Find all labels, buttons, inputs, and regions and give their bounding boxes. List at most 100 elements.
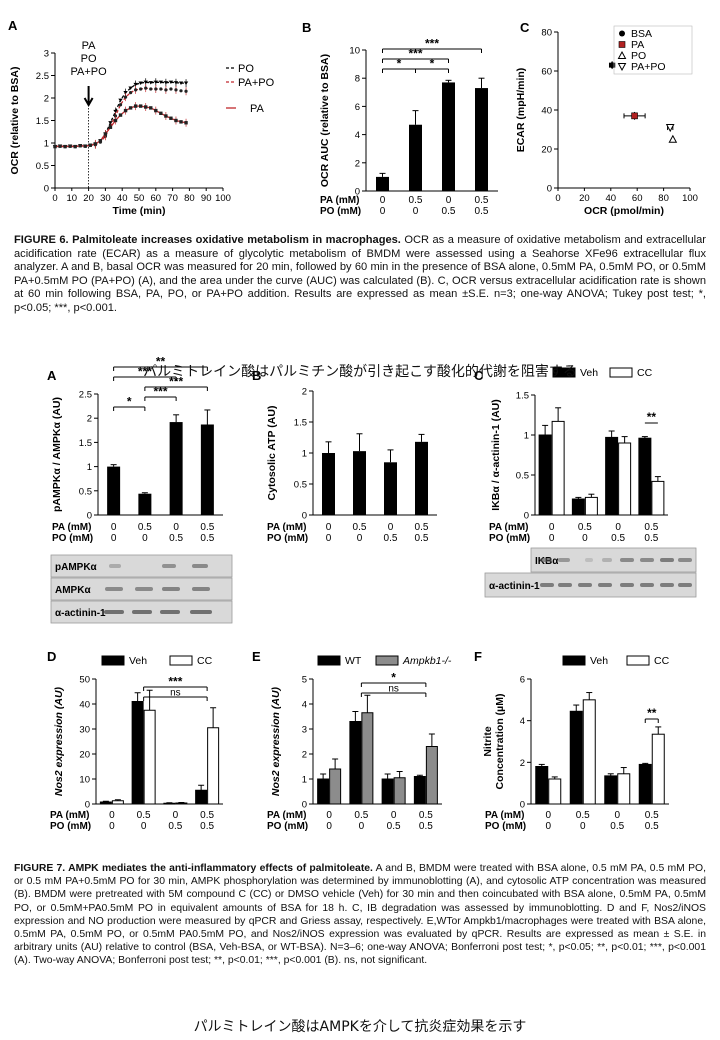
fig6a-data-point [123,91,128,95]
fig6a-data-point [98,139,103,143]
fig7d-legend-label: CC [197,655,213,667]
fig7a-y-tick-label: 0 [87,511,92,522]
fig7a-bar [200,424,214,515]
fig7b-po-value: 0.5 [384,533,398,544]
fig7e-po-value: 0.5 [419,821,433,832]
fig7c-bar [605,436,619,516]
fig7a-bar [107,466,121,515]
fig7f-pa-value: 0.5 [576,810,590,821]
fig7c-actinin-blot-band [598,583,612,587]
fig6a-data-point [159,111,163,115]
fig7a-y-label: pAMPKα / AMPKα (AU) [51,397,63,512]
fig7a-actinin-blot-band [190,610,212,614]
fig6a-data-point [149,106,153,110]
fig7c-bar [571,498,585,516]
fig7b-pa-label: PA (mM) [267,522,306,533]
fig7b-pa-value: 0 [326,522,332,533]
fig6a-data-point [83,144,87,148]
fig6a-x-tick-label: 60 [151,193,162,204]
fig6b-po-value: 0.5 [442,206,456,217]
fig7d-y-tick-label: 0 [85,800,90,811]
fig7d-sig-label: *** [168,675,182,689]
fig6a-data-point [144,105,148,109]
fig7f-y-tick-label: 6 [520,675,525,686]
fig7e-bar [361,712,374,805]
fig7a-sig-label: ** [156,355,166,369]
fig6a-data-point [138,104,143,108]
fig7c-legend-label: CC [637,367,653,379]
fig7e-bar [329,768,342,805]
fig7e-legend-swatch [317,655,341,666]
fig7d-po-label: PO (mM) [50,821,91,832]
fig6a-x-tick-label: 50 [134,193,145,204]
fig6b-sig-label: *** [425,37,439,51]
fig6a-data-point [149,87,153,91]
fig7e-y-tick-label: 2 [302,750,307,761]
fig7f-y-label: Nitrite [482,726,494,756]
fig6a-data-point [153,80,158,85]
fig7e-y-tick-label: 5 [302,675,307,686]
fig7a-y-tick-label: 2 [87,414,92,425]
fig6a-data-point [118,103,123,107]
fig7a-ampk-blot-band [105,587,123,591]
fig6b-bar [409,124,422,191]
fig7a-pa-value: 0 [173,522,179,533]
fig6b-bar [442,82,455,191]
fig7e-pa-label: PA (mM) [267,810,306,821]
fig7d-pa-value: 0 [173,810,179,821]
fig7c-bar [538,434,552,516]
fig6c-legend-marker [617,63,627,72]
fig7e-y-label: Nos2 expression (AU) [270,686,282,796]
fig6a-data-point [169,87,173,91]
fig7d-po-value: 0.5 [200,821,214,832]
fig6a-data-point [53,144,57,149]
fig6a-data-point [154,87,158,91]
fig6a-data-point [113,109,118,114]
fig6c-legend-marker [617,50,627,59]
fig7a-ampk-blot-label: AMPKα [55,585,91,596]
fig7e-po-value: 0 [359,821,365,832]
fig7c-bar [638,437,652,516]
fig6c-data-point [668,134,678,143]
fig7c-panel-label: C [474,368,484,383]
fig6a-data-point [68,144,72,148]
fig6a-data-point [129,91,133,95]
fig6a-data-point [159,87,163,91]
fig6a-data-point [164,88,168,92]
fig6a-x-tick-label: 80 [184,193,195,204]
fig7d-bar [111,800,124,805]
fig7c-po-value: 0.5 [644,533,658,544]
fig6a-x-tick-label: 90 [201,193,212,204]
fig6a-data-point [108,121,113,125]
fig7a-ampk-blot-band [135,587,153,591]
fig6a-data-point [73,144,77,149]
fig6a-x-tick-label: 100 [215,193,231,204]
fig7d-y-tick-label: 50 [79,675,90,686]
fig7e-y-tick-label: 4 [302,700,307,711]
fig7f-bar [638,763,652,805]
fig6-caption-title: FIGURE 6. Palmitoleate increases oxidati… [14,234,401,246]
fig6c-y-tick-label: 40 [541,106,552,117]
fig7f-bar [651,733,665,805]
fig7e-bar [317,778,330,805]
fig7c-ikb-blot-band [540,558,552,562]
fig7-japanese-summary: パルミトレイン酸はAMPKを介して抗炎症効果を示す [193,1019,527,1035]
fig6a-data-point [183,81,189,85]
fig6b-y-tick-label: 4 [355,130,360,141]
fig7c-legend-swatch [552,367,576,378]
fig7c-pa-value: 0.5 [644,522,658,533]
fig7f-po-value: 0 [545,821,551,832]
fig7a-ampk-blot-band [162,587,180,591]
fig6c-data-point [631,112,638,120]
fig6a-data-point [108,125,113,129]
fig6a-x-tick-label: 70 [167,193,178,204]
fig7e-pa-value: 0.5 [354,810,368,821]
fig7b-y-tick-label: 2 [302,387,307,398]
fig6a-annotation-label: PO [81,53,97,65]
fig7c-actinin-blot-band [558,583,572,587]
fig7a-bar [169,422,183,515]
fig7b-po-value: 0 [357,533,363,544]
fig6b-sig-label: * [397,57,402,71]
fig6c-y-tick-label: 20 [541,145,552,156]
fig6b-y-tick-label: 0 [355,187,360,198]
